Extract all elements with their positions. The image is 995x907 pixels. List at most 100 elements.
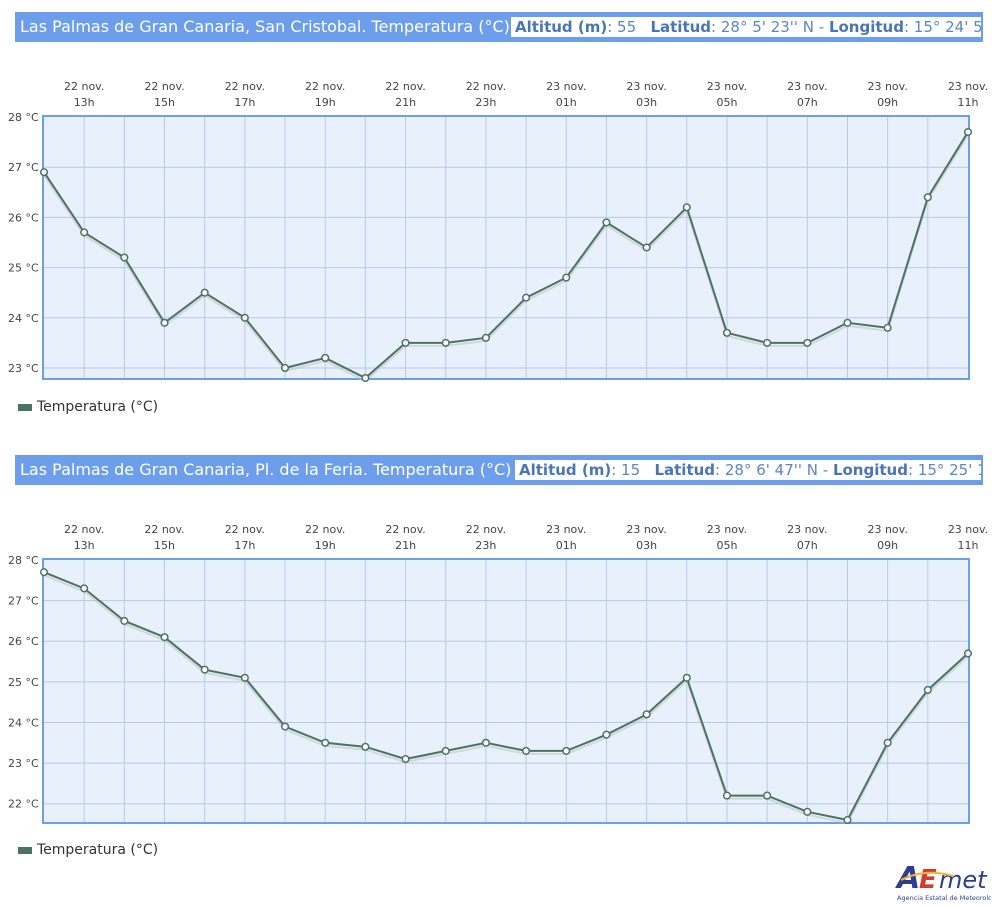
data-point	[401, 338, 410, 347]
data-point	[160, 318, 169, 327]
x-tick-label: 05h	[716, 96, 737, 109]
x-tick-label: 19h	[315, 96, 336, 109]
x-tick-label: 19h	[315, 539, 336, 552]
x-tick-label: 15h	[154, 96, 175, 109]
series-shadow	[43, 574, 969, 825]
x-tick-label: 03h	[636, 96, 657, 109]
data-point	[682, 673, 691, 682]
x-tick-label: 01h	[556, 96, 577, 109]
data-point	[522, 746, 531, 755]
data-point	[923, 685, 932, 695]
x-tick-label: 22 nov.	[466, 523, 506, 536]
x-tick-label: 03h	[636, 539, 657, 552]
legend-swatch	[18, 846, 32, 854]
x-tick-label: 11h	[958, 539, 979, 552]
data-point	[642, 243, 651, 252]
y-tick-label: 28 °C	[8, 111, 39, 124]
chart-2-plot: 28 °C 27 °C 26 °C 25 °C 24 °C 23 °C 22 °C 22 no…	[8, 523, 988, 825]
x-tick-label: 21h	[395, 96, 416, 109]
x-tick-label: 23 nov.	[787, 523, 827, 536]
data-point	[763, 338, 772, 347]
plot-area	[42, 115, 970, 380]
chart-2-station-info: Altitud (m): 15 Latitud: 28° 6' 47'' N -…	[515, 460, 981, 480]
svg-text:met: met	[939, 866, 988, 894]
x-tick-label: 09h	[877, 96, 898, 109]
plot-area	[42, 558, 970, 824]
data-point	[361, 373, 370, 383]
x-tick-label: 23h	[475, 96, 496, 109]
longitud-value: : 15° 25' 17'' O	[907, 461, 981, 479]
data-point	[280, 363, 290, 373]
x-tick-label: 11h	[958, 96, 979, 109]
chart-1-plot: 28 °C 27 °C 26 °C 25 °C 24 °C 23 °C 22 nov. 13h…	[8, 80, 988, 383]
y-tick-label: 28 °C	[8, 554, 39, 567]
aemet-logo: A E met Agencia Estatal de Meteorología	[895, 861, 991, 902]
y-tick-label: 26 °C	[8, 635, 39, 648]
data-point	[441, 338, 450, 347]
data-point	[642, 710, 651, 719]
x-tick-label: 23 nov.	[707, 80, 747, 93]
x-tick-label: 22 nov.	[144, 80, 184, 93]
data-point	[562, 273, 571, 282]
data-point	[120, 253, 129, 262]
data-point	[481, 333, 490, 342]
y-tick-label: 23 °C	[8, 362, 39, 375]
data-point	[963, 128, 973, 137]
chart-1-legend[interactable]: Temperatura (°C)	[18, 399, 158, 415]
x-tick-label: 22 nov.	[305, 80, 345, 93]
data-point	[120, 616, 129, 625]
data-point	[321, 353, 330, 362]
data-point	[803, 807, 812, 816]
data-point	[481, 738, 490, 747]
x-tick-label: 23 nov.	[867, 80, 907, 93]
series-line	[43, 571, 969, 822]
x-tick-label: 22 nov.	[225, 80, 265, 93]
x-tick-label: 22 nov.	[64, 80, 104, 93]
data-point	[39, 168, 49, 177]
data-point	[562, 746, 571, 755]
data-point	[843, 815, 852, 825]
x-tick-label: 23 nov.	[707, 523, 747, 536]
y-tick-label: 26 °C	[8, 211, 39, 224]
data-point	[843, 318, 852, 327]
y-tick-label: 27 °C	[8, 595, 39, 608]
y-tick-label: 24 °C	[8, 312, 39, 325]
x-tick-label: 23 nov.	[626, 80, 666, 93]
data-point	[682, 203, 691, 212]
series-shadow	[43, 134, 969, 383]
series-line	[43, 131, 969, 380]
data-point	[80, 584, 89, 593]
data-point	[883, 738, 892, 747]
latitud-label: Latitud	[654, 461, 716, 479]
x-tick-label: 23 nov.	[546, 80, 586, 93]
chart-2-legend[interactable]: Temperatura (°C)	[18, 842, 158, 858]
data-point	[722, 328, 732, 337]
x-tick-label: 22 nov.	[225, 523, 265, 536]
altitud-value: : 15	[611, 461, 641, 479]
chart-1-station-info: Altitud (m): 55 Latitud: 28° 5' 23'' N -…	[511, 17, 981, 37]
data-point	[522, 293, 531, 302]
y-tick-label: 25 °C	[8, 262, 39, 275]
x-tick-label: 23h	[475, 539, 496, 552]
y-tick-label: 23 °C	[8, 757, 39, 770]
data-point	[602, 730, 611, 739]
chart-1-title: Las Palmas de Gran Canaria, San Cristoba…	[20, 17, 510, 36]
x-tick-label: 22 nov.	[385, 523, 425, 536]
x-tick-label: 01h	[556, 539, 577, 552]
data-point	[602, 218, 611, 227]
x-tick-label: 21h	[395, 539, 416, 552]
chart-1-header: Las Palmas de Gran Canaria, San Cristoba…	[15, 12, 983, 42]
longitud-label: Longitud	[832, 461, 908, 479]
y-tick-label: 22 °C	[8, 798, 39, 811]
x-tick-label: 23 nov.	[626, 523, 666, 536]
x-tick-label: 17h	[234, 96, 255, 109]
data-point	[240, 673, 249, 682]
x-tick-label: 13h	[74, 96, 95, 109]
y-tick-label: 27 °C	[8, 161, 39, 174]
altitud-value: : 55	[607, 18, 637, 36]
data-point	[883, 323, 892, 332]
x-tick-label: 23 nov.	[867, 523, 907, 536]
svg-text:Agencia Estatal de Meteorologí: Agencia Estatal de Meteorología	[897, 894, 991, 902]
data-point	[722, 791, 732, 800]
x-tick-label: 07h	[797, 96, 818, 109]
